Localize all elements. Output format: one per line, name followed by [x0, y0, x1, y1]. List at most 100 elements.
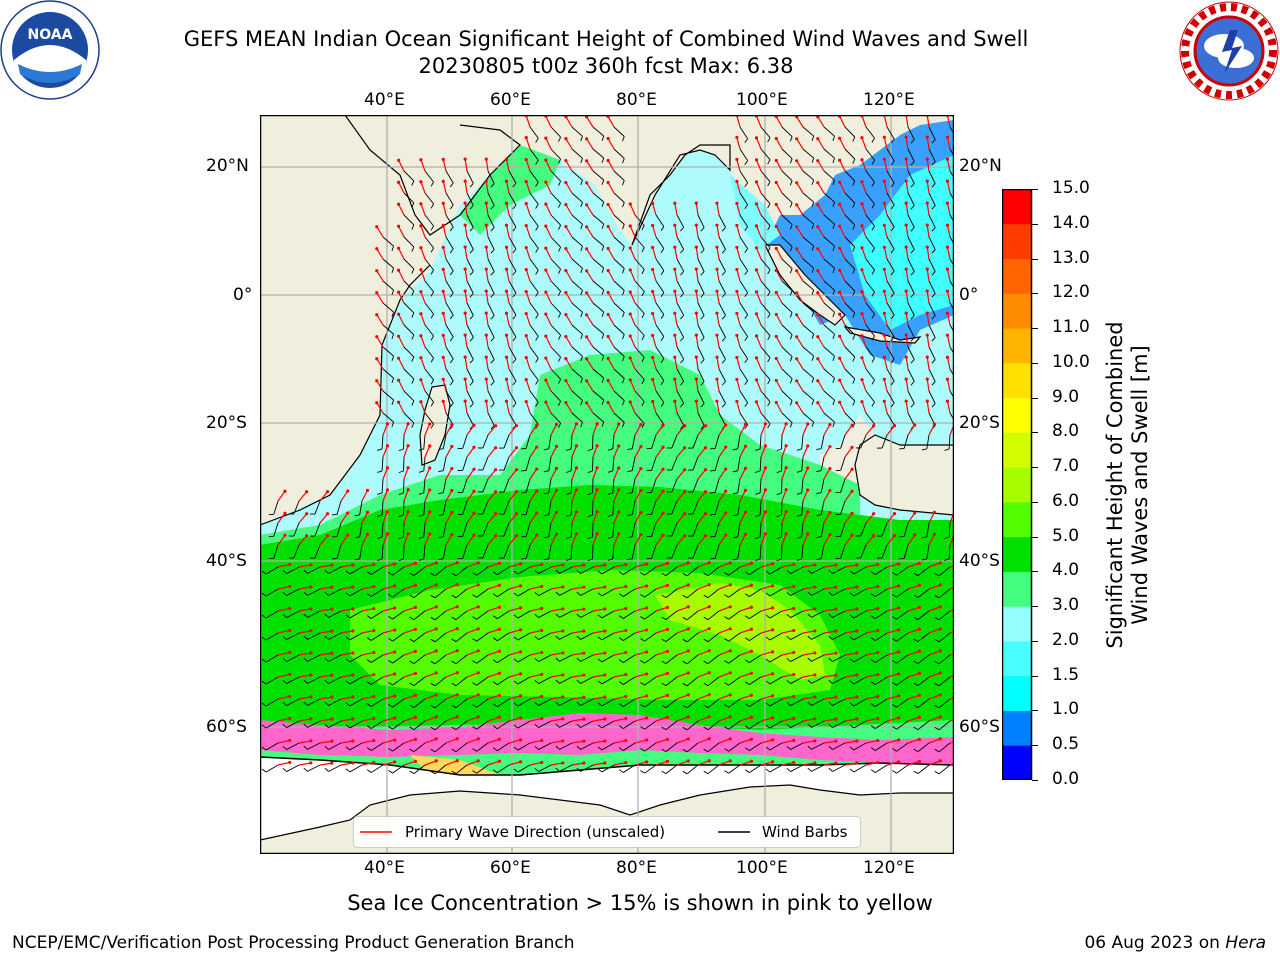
wave-direction-arrow-head [763, 422, 768, 426]
wind-barb-flag [755, 558, 761, 561]
wave-direction-arrow [926, 225, 930, 238]
wind-barb [760, 412, 771, 424]
wave-direction-arrow [736, 335, 741, 348]
wave-direction-arrow [505, 291, 510, 304]
wind-barb [737, 456, 741, 471]
wave-direction-arrow-head [816, 247, 820, 251]
wind-barb [865, 280, 875, 293]
wave-direction-arrow [613, 673, 626, 678]
wave-direction-arrow-head [564, 401, 568, 405]
wave-direction-arrow-head [892, 424, 897, 428]
wind-barb [634, 236, 645, 248]
wind-barb [307, 654, 321, 662]
wave-direction-arrow [586, 380, 594, 392]
wave-direction-arrow [781, 739, 794, 744]
wave-direction-arrow [652, 313, 657, 326]
wind-barb [874, 566, 888, 575]
wind-barb-flag [324, 679, 329, 684]
wave-direction-arrow [718, 694, 731, 700]
wind-barb [392, 698, 405, 708]
wave-direction-arrow-head [288, 584, 292, 589]
wave-direction-arrow [823, 446, 831, 458]
wave-direction-arrow-head [540, 606, 544, 611]
wind-barb [525, 544, 531, 559]
footer-credit: NCEP/EMC/Verification Post Processing Pr… [12, 933, 575, 953]
wave-direction-arrow-head [661, 533, 665, 537]
wind-barb [686, 610, 699, 621]
wave-direction-arrow [946, 137, 951, 150]
wind-barb-flag [680, 337, 685, 342]
wind-barb-flag [377, 536, 383, 539]
wave-direction-arrow-head [524, 158, 528, 162]
wind-barb [728, 764, 741, 774]
wind-barb-flag [724, 682, 729, 686]
wind-barb [739, 412, 749, 425]
wind-barb [571, 368, 583, 379]
wave-direction-arrow [739, 738, 752, 744]
wave-direction-arrow-head [624, 584, 628, 589]
wind-barb-flag [703, 616, 709, 621]
wind-barb-flag [910, 227, 915, 232]
wave-direction-arrow-head [419, 202, 423, 206]
wave-direction-arrow [319, 586, 332, 590]
wave-direction-arrow [655, 424, 664, 436]
wind-barb-flag [870, 747, 876, 751]
wave-direction-arrow-head [938, 627, 942, 631]
wave-direction-arrow [442, 313, 447, 326]
wave-direction-arrow [529, 446, 538, 458]
wind-barb [692, 544, 699, 559]
wind-barb [307, 610, 321, 618]
wind-barb-flag [661, 726, 667, 731]
wind-barb-flag [303, 591, 308, 596]
wind-barb-flag [580, 356, 583, 362]
wind-barb [697, 346, 705, 360]
wind-barb-flag [910, 161, 915, 166]
wind-barb-flag [890, 248, 895, 254]
wave-direction-arrow-head [524, 246, 528, 250]
wind-barb-flag [767, 225, 771, 231]
wind-barb [382, 324, 394, 335]
wave-direction-arrow [844, 652, 857, 656]
wave-direction-arrow-head [770, 672, 775, 676]
wave-direction-arrow [508, 469, 518, 480]
wave-direction-arrow [739, 650, 752, 656]
wind-barb-flag [871, 379, 875, 385]
wind-barb-flag [660, 270, 665, 275]
wind-barb-flag [796, 514, 802, 517]
wind-barb [328, 698, 342, 706]
wave-direction-arrow [319, 630, 332, 634]
wind-barb-flag [944, 536, 950, 539]
wave-direction-arrow-head [707, 627, 711, 631]
wave-direction-arrow [823, 652, 836, 656]
wind-barb-flag [828, 613, 833, 618]
wind-barb [548, 500, 552, 515]
wind-barb-flag [451, 616, 457, 621]
wind-barb [718, 368, 726, 382]
wind-barb [592, 214, 605, 225]
wind-barb-flag [558, 268, 562, 274]
wave-direction-arrow-head [917, 605, 922, 609]
wind-barb [550, 346, 561, 358]
wind-barb [896, 588, 909, 598]
wave-direction-arrow [697, 562, 710, 568]
wind-barb-flag [492, 769, 498, 774]
wave-direction-arrow-head [917, 715, 922, 719]
wind-barb [571, 126, 583, 137]
wind-barb [938, 654, 951, 665]
wind-barb [832, 742, 846, 750]
wind-barb-flag [852, 268, 856, 274]
wave-direction-arrow [760, 489, 766, 502]
wind-barb [613, 170, 625, 181]
wind-barb [434, 632, 447, 643]
wave-direction-arrow-head [724, 511, 728, 515]
wave-direction-arrow-head [595, 444, 599, 448]
wind-barb-flag [303, 701, 308, 706]
wave-direction-arrow-head [904, 377, 908, 381]
wind-barb [634, 368, 645, 380]
wind-barb [601, 720, 615, 729]
wave-direction-arrow-head [441, 157, 445, 161]
wind-barb-flag [411, 268, 415, 274]
wind-barb [928, 126, 936, 140]
wind-barb-flag [870, 769, 876, 773]
wave-direction-arrow-head [309, 739, 313, 743]
